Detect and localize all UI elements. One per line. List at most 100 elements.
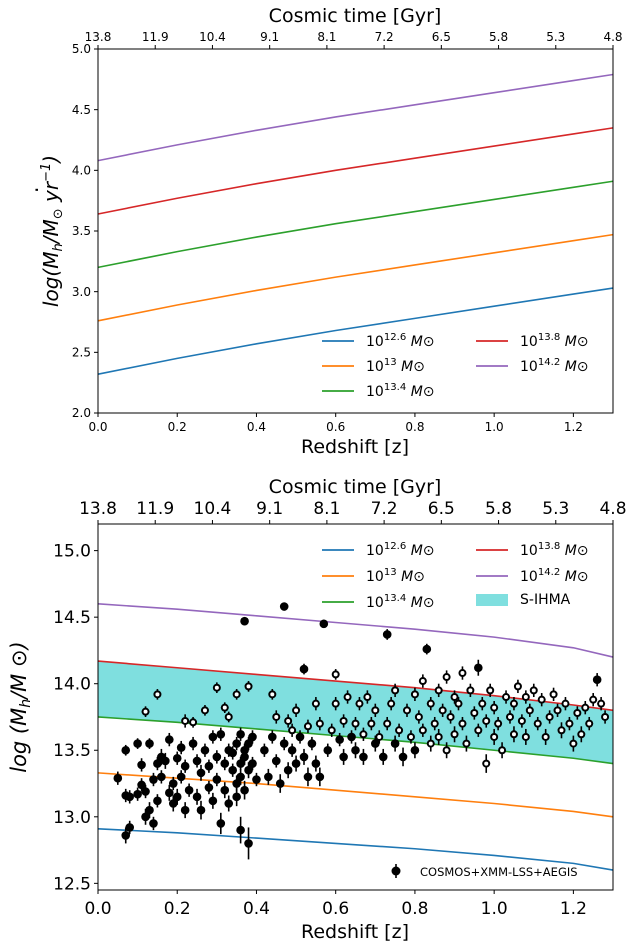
data-point-marker (416, 714, 421, 719)
data-point (236, 825, 245, 835)
data-point (196, 768, 206, 778)
data-point (339, 752, 348, 762)
data-point (268, 732, 277, 742)
data-point-marker (222, 705, 227, 710)
top-chart-y-label: log(Mh/M⊙ yr−1) (39, 155, 66, 307)
top-axis-tick-label: 5.3 (542, 499, 569, 519)
legend-label: 1014.2 M⊙ (520, 567, 589, 585)
data-point-marker (436, 734, 441, 739)
data-point-marker (511, 701, 516, 706)
data-point (232, 792, 241, 802)
top-axis-tick-label: 5.8 (485, 499, 512, 519)
x-axis-tick-label: 0.0 (84, 899, 111, 919)
data-point (137, 760, 146, 770)
data-point-marker (523, 734, 528, 739)
data-point-marker (436, 688, 441, 693)
data-point-marker (488, 688, 493, 693)
bottom-chart-x-label: Redshift [z] (301, 921, 409, 943)
x-axis-tick-label: 0.6 (322, 899, 349, 919)
x-axis-tick-label: 0.6 (326, 420, 345, 434)
series-line (97, 127, 614, 215)
bottom-chart-y-ticks: 12.5 13.0 13.5 14.0 14.5 15.0 (53, 542, 98, 894)
top-axis-tick-label: 8.1 (313, 499, 340, 519)
y-axis-tick-label: 12.5 (53, 874, 91, 894)
data-point (244, 839, 253, 848)
data-point-marker (484, 718, 489, 723)
data-point (161, 756, 170, 766)
data-point (592, 675, 602, 685)
data-point (149, 819, 158, 828)
data-point-marker (373, 708, 378, 713)
data-point (248, 732, 257, 742)
data-point (283, 765, 293, 775)
data-point-marker (535, 721, 540, 726)
legend-label: S-IHMA (520, 592, 571, 608)
data-point (208, 732, 218, 742)
data-point (240, 616, 249, 626)
data-point (113, 773, 123, 783)
data-point-marker (472, 710, 477, 715)
data-point (200, 745, 210, 755)
data-point-marker (452, 732, 457, 737)
data-point (244, 739, 253, 748)
y-axis-tick-label: 4.0 (72, 164, 91, 178)
data-point-marker (369, 721, 374, 726)
data-point-marker (305, 724, 310, 729)
top-axis-tick-label: 4.8 (599, 499, 626, 519)
data-point (371, 739, 380, 748)
data-point (121, 745, 131, 755)
data-point-marker (547, 714, 552, 719)
data-point-marker (357, 701, 362, 706)
data-point-marker (579, 732, 584, 737)
top-chart-legend: 1012.6 M⊙ 1013 M⊙ 1013.4 M⊙ 1013.8 M⊙ 1014.2… (322, 332, 589, 400)
y-axis-tick-label: 3.5 (72, 224, 91, 238)
data-point (180, 761, 190, 771)
data-point-marker (527, 708, 532, 713)
data-point-marker (500, 748, 505, 753)
data-point (319, 619, 329, 629)
data-point-marker (397, 728, 402, 733)
data-point-marker (428, 701, 433, 706)
data-point (347, 732, 356, 742)
data-point-marker (345, 695, 350, 700)
data-point-marker (246, 684, 251, 689)
data-point-marker (583, 705, 588, 710)
x-axis-tick-label: 0.8 (401, 899, 428, 919)
data-point-marker (591, 697, 596, 702)
data-point (216, 819, 226, 828)
bottom-chart-top-axis-title: Cosmic time [Gyr] (269, 476, 442, 498)
data-point (125, 792, 134, 802)
series-line (97, 287, 614, 375)
data-point (153, 796, 162, 806)
x-axis-tick-label: 0.2 (168, 420, 187, 434)
data-point-marker (183, 718, 188, 723)
data-point (168, 779, 178, 788)
data-point-marker (226, 714, 231, 719)
data-point-marker (389, 701, 394, 706)
series-line (97, 233, 614, 322)
top-axis-tick-label: 9.1 (256, 499, 283, 519)
bottom-chart-top-ticks: 13.8 11.9 10.4 9.1 8.1 7.2 6.5 5.8 5.3 4.8 (79, 499, 627, 524)
series-line (97, 603, 614, 658)
data-point (192, 792, 202, 802)
data-point (220, 759, 230, 768)
data-point (260, 745, 269, 755)
data-point-marker (333, 701, 338, 706)
data-point-marker (385, 721, 390, 726)
top-chart-top-ticks: 13.8 11.9 10.4 9.1 8.1 7.2 6.5 5.8 5.3 4.8 (85, 30, 623, 49)
legend-marker (391, 866, 401, 876)
legend-label: 1013 M⊙ (366, 567, 425, 585)
data-point-marker (202, 708, 207, 713)
data-point (157, 772, 166, 782)
data-point (172, 753, 182, 763)
legend-label: 1012.6 M⊙ (366, 332, 435, 350)
data-point-marker (567, 721, 572, 726)
data-point (315, 772, 325, 782)
data-point (141, 812, 150, 822)
data-point (279, 739, 289, 748)
data-point (125, 823, 134, 832)
data-point-marker (290, 728, 295, 733)
data-point-marker (587, 721, 592, 726)
data-point-marker (543, 734, 548, 739)
x-axis-tick-label: 1.0 (485, 420, 504, 434)
